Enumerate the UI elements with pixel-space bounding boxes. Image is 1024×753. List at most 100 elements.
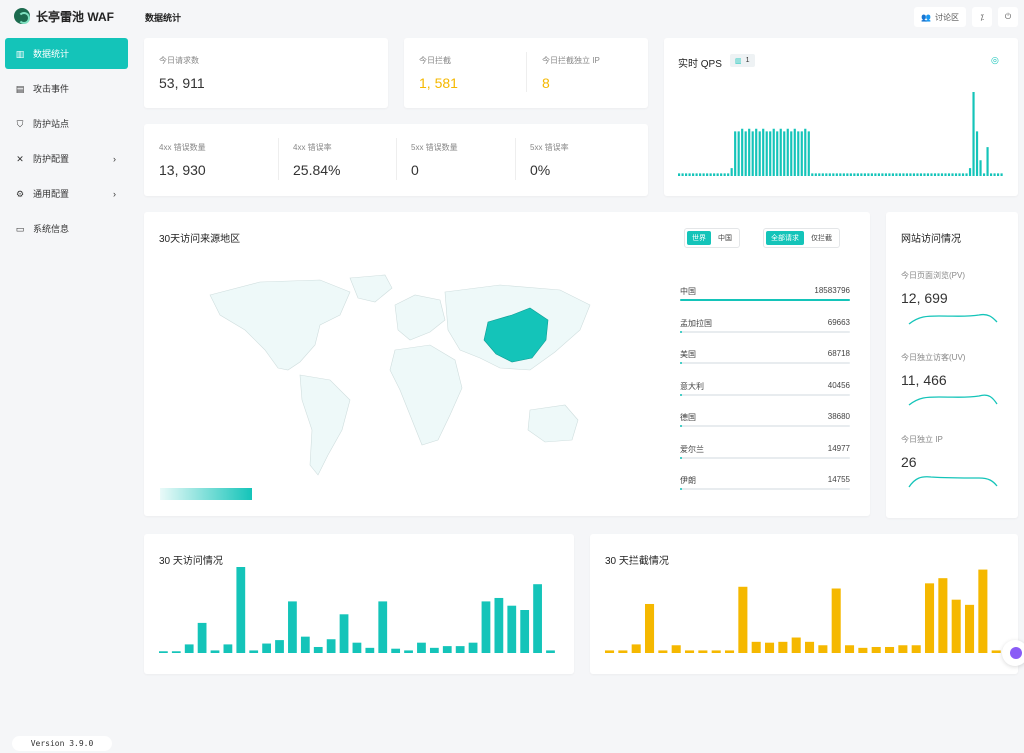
qps-bar[interactable] [720, 173, 723, 176]
qps-bar[interactable] [947, 173, 951, 176]
sidebar-item-protection-config[interactable]: ✕ 防护配置 › [5, 143, 128, 174]
qps-bar[interactable] [954, 173, 958, 176]
blocks-bar[interactable] [711, 650, 721, 653]
blocks-bar[interactable] [698, 650, 708, 653]
visits-bar[interactable] [249, 650, 259, 653]
qps-bar[interactable] [835, 173, 838, 176]
visits-bar[interactable] [275, 640, 284, 653]
qps-bar[interactable] [842, 173, 845, 176]
qps-bar[interactable] [912, 173, 916, 176]
qps-bar[interactable] [916, 173, 919, 176]
sidebar-item-system-info[interactable]: ▭ 系统信息 [5, 213, 128, 244]
qps-bar[interactable] [727, 173, 730, 176]
qps-bar[interactable] [846, 173, 849, 176]
qps-bar[interactable] [888, 173, 891, 176]
scope-china-tab[interactable]: 中国 [718, 235, 732, 242]
visits-bar[interactable] [546, 650, 555, 653]
qps-bar[interactable] [877, 173, 880, 176]
scope-world-tab[interactable]: 世界 [687, 231, 711, 245]
visits-bar[interactable] [365, 647, 375, 653]
qps-bar[interactable] [1000, 173, 1003, 176]
qps-bar[interactable] [909, 173, 912, 176]
qps-bar[interactable] [765, 131, 768, 176]
visits-bar[interactable] [391, 648, 401, 653]
qps-bar[interactable] [751, 131, 754, 176]
visits-bar[interactable] [507, 605, 517, 653]
qps-bar[interactable] [818, 173, 821, 176]
blocks-bar[interactable] [645, 603, 655, 653]
sidebar-item-protected-sites[interactable]: ⛉ 防护站点 [5, 108, 128, 139]
visits-bar[interactable] [352, 642, 362, 653]
visits-bar[interactable] [455, 646, 465, 653]
qps-bar[interactable] [678, 173, 681, 176]
qps-bar[interactable] [951, 173, 954, 176]
qps-bar[interactable] [961, 173, 965, 176]
qps-bar[interactable] [937, 173, 940, 176]
qps-bar[interactable] [863, 173, 866, 176]
visits-bar[interactable] [171, 651, 181, 653]
visits-bar[interactable] [159, 651, 168, 653]
qps-bar[interactable] [828, 173, 831, 176]
qps-bar[interactable] [958, 173, 961, 176]
blocks-bar[interactable] [738, 586, 748, 653]
blocks-bar[interactable] [805, 641, 815, 653]
qps-bar[interactable] [748, 128, 751, 176]
visits-bar[interactable] [210, 650, 220, 653]
filter-all-tab[interactable]: 全部请求 [766, 231, 804, 245]
qps-bar[interactable] [944, 173, 947, 176]
qps-bar[interactable] [762, 128, 765, 176]
qps-bar[interactable] [874, 173, 877, 176]
visits-bar[interactable] [236, 567, 246, 653]
qps-bar[interactable] [755, 128, 758, 176]
qps-bar[interactable] [790, 131, 793, 176]
qps-bar[interactable] [853, 173, 856, 176]
qps-bar[interactable] [730, 168, 733, 176]
qps-bar[interactable] [699, 173, 702, 176]
blocks-bar[interactable] [751, 641, 761, 653]
qps-bar[interactable] [972, 92, 975, 176]
blocks-bar[interactable] [965, 604, 975, 653]
qps-bar[interactable] [709, 173, 712, 176]
visits-bar[interactable] [326, 639, 336, 653]
qps-bar[interactable] [832, 173, 835, 176]
blocks-bar[interactable] [618, 650, 628, 653]
qps-bar[interactable] [797, 131, 800, 176]
visits-bar[interactable] [378, 601, 388, 653]
qps-bar[interactable] [758, 131, 761, 176]
blocks-bar[interactable] [925, 583, 935, 653]
qps-bar[interactable] [783, 131, 786, 176]
qps-bar[interactable] [989, 173, 993, 176]
qps-bar[interactable] [975, 131, 979, 176]
blocks-bar[interactable] [911, 645, 921, 653]
language-button[interactable]: ⁒ [972, 7, 992, 27]
qps-bar[interactable] [982, 173, 986, 176]
blocks-bar[interactable] [951, 599, 961, 653]
visits-bar[interactable] [300, 636, 310, 653]
blocks-bar[interactable] [871, 646, 881, 653]
visits-bar[interactable] [197, 622, 207, 653]
qps-bar[interactable] [702, 173, 705, 176]
blocks-bar[interactable] [658, 650, 668, 653]
blocks-bar[interactable] [831, 588, 841, 654]
qps-bar[interactable] [685, 173, 688, 176]
sidebar-item-dashboard[interactable]: ▥ 数据统计 [5, 38, 128, 69]
qps-bar[interactable] [933, 173, 937, 176]
sidebar-item-general-config[interactable]: ⚙ 通用配置 › [5, 178, 128, 209]
visits-bar[interactable] [481, 601, 491, 653]
qps-bar[interactable] [891, 173, 895, 176]
qps-bar[interactable] [776, 131, 779, 176]
qps-bar[interactable] [930, 173, 933, 176]
blocks-bar[interactable] [858, 647, 868, 653]
qps-bar[interactable] [744, 131, 747, 176]
qps-bar[interactable] [923, 173, 926, 176]
blocks-bar[interactable] [605, 650, 615, 653]
qps-bar[interactable] [870, 173, 873, 176]
qps-bar[interactable] [898, 173, 902, 176]
qps-bar[interactable] [849, 173, 852, 176]
qps-bar[interactable] [793, 128, 796, 176]
filter-blocked-tab[interactable]: 仅拦截 [811, 235, 832, 242]
qps-bar[interactable] [769, 131, 772, 176]
blocks-bar[interactable] [898, 645, 908, 653]
visits-bar[interactable] [262, 643, 271, 653]
qps-bar[interactable] [979, 160, 982, 176]
